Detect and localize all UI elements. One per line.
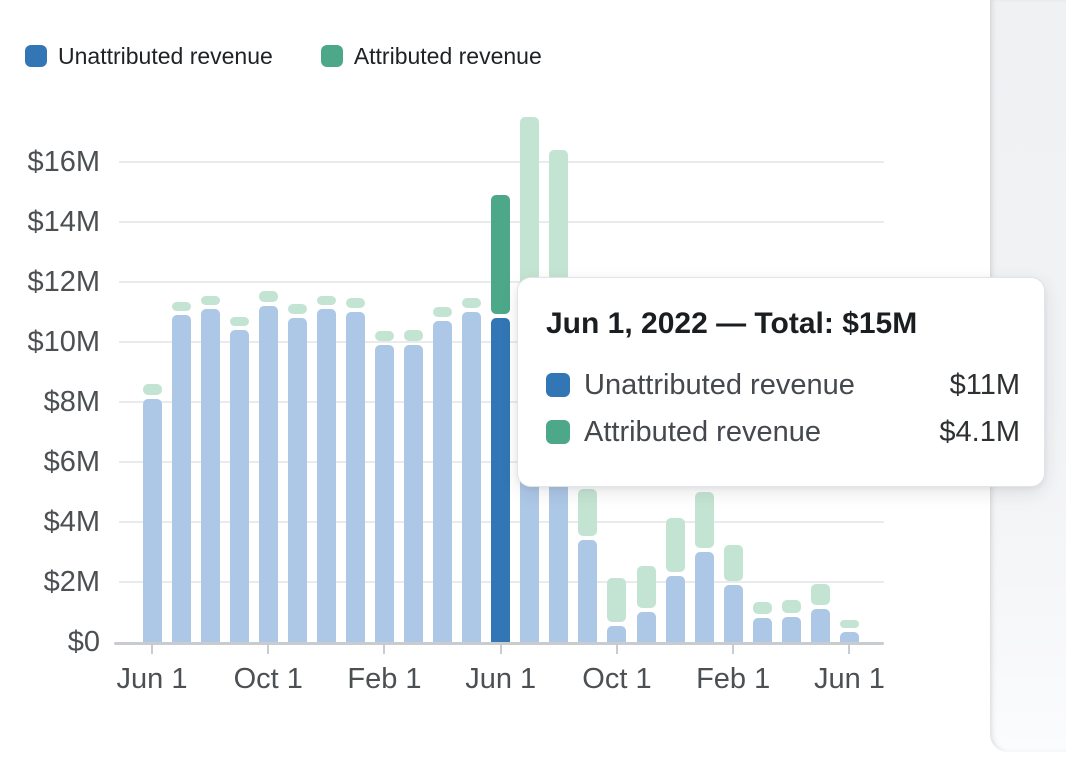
bar-segment-attributed[interactable] (229, 316, 249, 326)
bar-segment-attributed[interactable] (200, 295, 220, 305)
attributed-swatch-icon (320, 45, 343, 67)
bar-segment-unattributed[interactable] (839, 631, 859, 642)
bar-segment-attributed[interactable] (665, 517, 685, 572)
y-axis-label: $12M (27, 266, 100, 298)
bar-segment-unattributed[interactable] (665, 576, 685, 642)
x-axis-tick (848, 645, 851, 654)
tooltip-row-unattributed: Unattributed revenue $11M (546, 368, 1020, 402)
bar-segment-unattributed[interactable] (694, 552, 714, 642)
tooltip-title: Jun 1, 2022 — Total: $15M (546, 307, 918, 340)
bar-segment-attributed[interactable] (723, 544, 743, 581)
y-axis-label: $4M (43, 506, 100, 538)
bar-segment-unattributed[interactable] (171, 315, 191, 642)
legend: Unattributed revenue Attributed revenue (25, 44, 542, 68)
legend-item-attributed: Attributed revenue (320, 43, 542, 69)
unattributed-swatch-icon (25, 45, 47, 67)
tooltip-row-value: $4.1M (939, 415, 1020, 448)
bar-segment-unattributed[interactable] (752, 618, 772, 642)
bar-segment-unattributed[interactable] (723, 585, 743, 642)
bar-segment-attributed[interactable] (839, 619, 859, 628)
bar-segment-attributed[interactable] (374, 330, 394, 341)
y-axis-label: $10M (27, 326, 100, 358)
x-axis-tick (267, 645, 270, 654)
x-axis-label: Oct 1 (582, 663, 652, 695)
bar-segment-attributed[interactable] (694, 492, 714, 548)
bar-segment-unattributed[interactable] (607, 625, 627, 642)
bar-segment-unattributed[interactable] (374, 345, 394, 642)
bar-segment-attributed[interactable] (287, 304, 307, 314)
y-axis-label: $0 (67, 626, 100, 658)
y-axis-label: $8M (43, 386, 100, 418)
x-axis-tick (615, 645, 618, 654)
tooltip-row-label: Attributed revenue (584, 415, 821, 448)
bar-segment-attributed[interactable] (316, 295, 336, 305)
legend-label: Attributed revenue (353, 43, 542, 69)
x-axis-label: Jun 1 (813, 663, 885, 695)
bar-segment-unattributed[interactable] (636, 612, 656, 642)
bar-segment-attributed[interactable] (578, 489, 598, 536)
x-axis-label: Jun 1 (465, 663, 537, 695)
bar-segment-unattributed[interactable] (491, 318, 511, 642)
bar-segment-unattributed[interactable] (462, 312, 482, 642)
x-axis-tick (151, 645, 153, 654)
chart-tooltip: Jun 1, 2022 — Total: $15M Unattributed r… (517, 277, 1045, 487)
x-axis-line (114, 642, 884, 645)
y-axis-label: $14M (27, 206, 100, 238)
legend-item-unattributed: Unattributed revenue (25, 44, 273, 68)
bar-segment-unattributed[interactable] (287, 318, 307, 642)
bar-segment-attributed[interactable] (462, 298, 482, 308)
bar-segment-unattributed[interactable] (345, 312, 365, 642)
bar-segment-attributed[interactable] (142, 384, 162, 395)
bar-segment-unattributed[interactable] (433, 321, 453, 642)
x-axis-tick (383, 645, 386, 654)
bar-segment-unattributed[interactable] (142, 399, 162, 642)
tooltip-row-label: Unattributed revenue (584, 368, 855, 401)
bar-segment-attributed[interactable] (258, 291, 278, 302)
bar-segment-attributed[interactable] (404, 330, 424, 341)
bar-segment-unattributed[interactable] (258, 306, 278, 642)
bar-segment-unattributed[interactable] (200, 309, 220, 642)
bar-segment-attributed[interactable] (781, 600, 801, 613)
y-axis-label: $6M (43, 446, 100, 478)
bar-segment-attributed[interactable] (607, 577, 627, 622)
bar-segment-unattributed[interactable] (316, 309, 336, 642)
x-axis-label: Jun 1 (116, 663, 188, 695)
tooltip-row-value: $11M (949, 368, 1020, 401)
bar-segment-attributed[interactable] (810, 583, 830, 605)
x-axis-label: Feb 1 (347, 663, 422, 695)
bar-segment-attributed[interactable] (171, 301, 191, 311)
x-axis-tick (732, 645, 735, 654)
legend-label: Unattributed revenue (58, 43, 273, 69)
bar-segment-unattributed[interactable] (578, 540, 598, 642)
bar-segment-unattributed[interactable] (404, 345, 424, 642)
bar-segment-attributed[interactable] (636, 565, 656, 608)
attributed-swatch-icon (546, 420, 570, 444)
bar-segment-attributed[interactable] (752, 601, 772, 614)
x-axis-label: Oct 1 (233, 663, 303, 695)
bar-segment-attributed[interactable] (433, 306, 453, 317)
bar-segment-unattributed[interactable] (781, 616, 801, 642)
x-axis-label: Feb 1 (696, 663, 771, 695)
x-axis-tick (499, 645, 502, 654)
gridline (119, 161, 884, 163)
y-axis-label: $2M (43, 566, 100, 598)
unattributed-swatch-icon (546, 373, 570, 397)
bar-segment-attributed[interactable] (345, 298, 365, 308)
bar-segment-unattributed[interactable] (810, 609, 830, 642)
bar-segment-unattributed[interactable] (229, 330, 249, 642)
tooltip-row-attributed: Attributed revenue $4.1M (546, 415, 1020, 449)
bar-segment-attributed[interactable] (491, 195, 511, 314)
y-axis-label: $16M (27, 146, 100, 178)
